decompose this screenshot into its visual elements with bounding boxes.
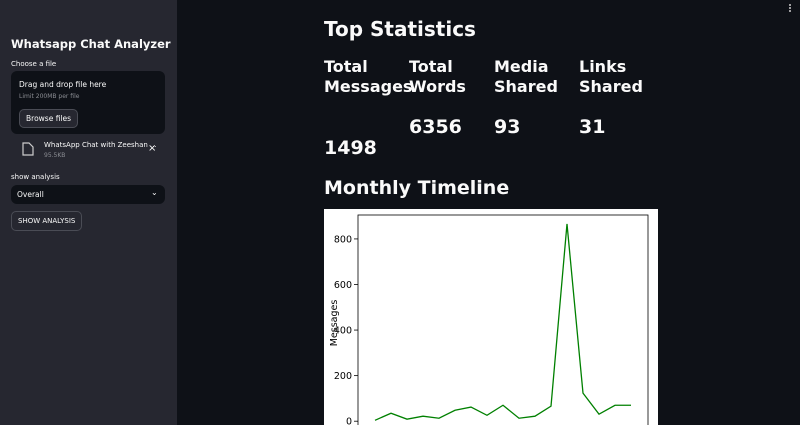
- select-label: show analysis: [11, 173, 60, 181]
- select[interactable]: Overall ⌄: [11, 185, 165, 204]
- dropzone-title: Drag and drop file here: [19, 80, 107, 89]
- stat-value: 93: [494, 116, 521, 138]
- select-arrow: ⌄: [151, 188, 158, 197]
- sidebar: Whatsapp Chat Analyzer Choose a file Dra…: [0, 0, 177, 425]
- file-name: WhatsApp Chat with Zeeshan ...: [44, 141, 157, 149]
- dropzone-limit: Limit 200MB per file: [19, 93, 80, 100]
- y-axis-label: Messages: [329, 300, 340, 347]
- plot-frame: [357, 214, 649, 425]
- sidebar-title: Whatsapp Chat Analyzer: [11, 37, 171, 51]
- line: [374, 223, 631, 421]
- y-tick-label: 200: [334, 371, 352, 382]
- y-tick-label: 400: [334, 326, 352, 337]
- select-value: Overall: [17, 190, 44, 199]
- stat-value: 31: [579, 116, 606, 138]
- stat-value: 1498: [324, 137, 377, 159]
- file-label: Choose a file: [11, 60, 57, 68]
- stat-label: Links Shared: [579, 57, 643, 96]
- dropzone[interactable]: Drag and drop file here Limit 200MB per …: [11, 71, 165, 134]
- heading: Top Statistics: [324, 17, 476, 41]
- stat-label: Total Words: [409, 57, 466, 96]
- remove-file[interactable]: ×: [148, 143, 157, 154]
- stat-label: Media Shared: [494, 57, 558, 96]
- browse-button[interactable]: Browse files: [19, 109, 79, 128]
- stat-value: 6356: [409, 116, 462, 138]
- show-analysis-button[interactable]: SHOW ANALYSIS: [11, 211, 83, 231]
- y-tick-label: 0: [346, 417, 352, 425]
- y-tick-label: 800: [334, 234, 352, 245]
- file-size: 95.5KB: [44, 152, 66, 159]
- file-icon: [22, 142, 34, 156]
- stat-label: Total Messages: [324, 57, 413, 96]
- timeline-heading: Monthly Timeline: [324, 177, 510, 199]
- y-tick-label: 600: [334, 280, 352, 291]
- chart: 0 200 400 600 800 Messages: [324, 209, 658, 425]
- menu-icon[interactable]: [786, 3, 794, 15]
